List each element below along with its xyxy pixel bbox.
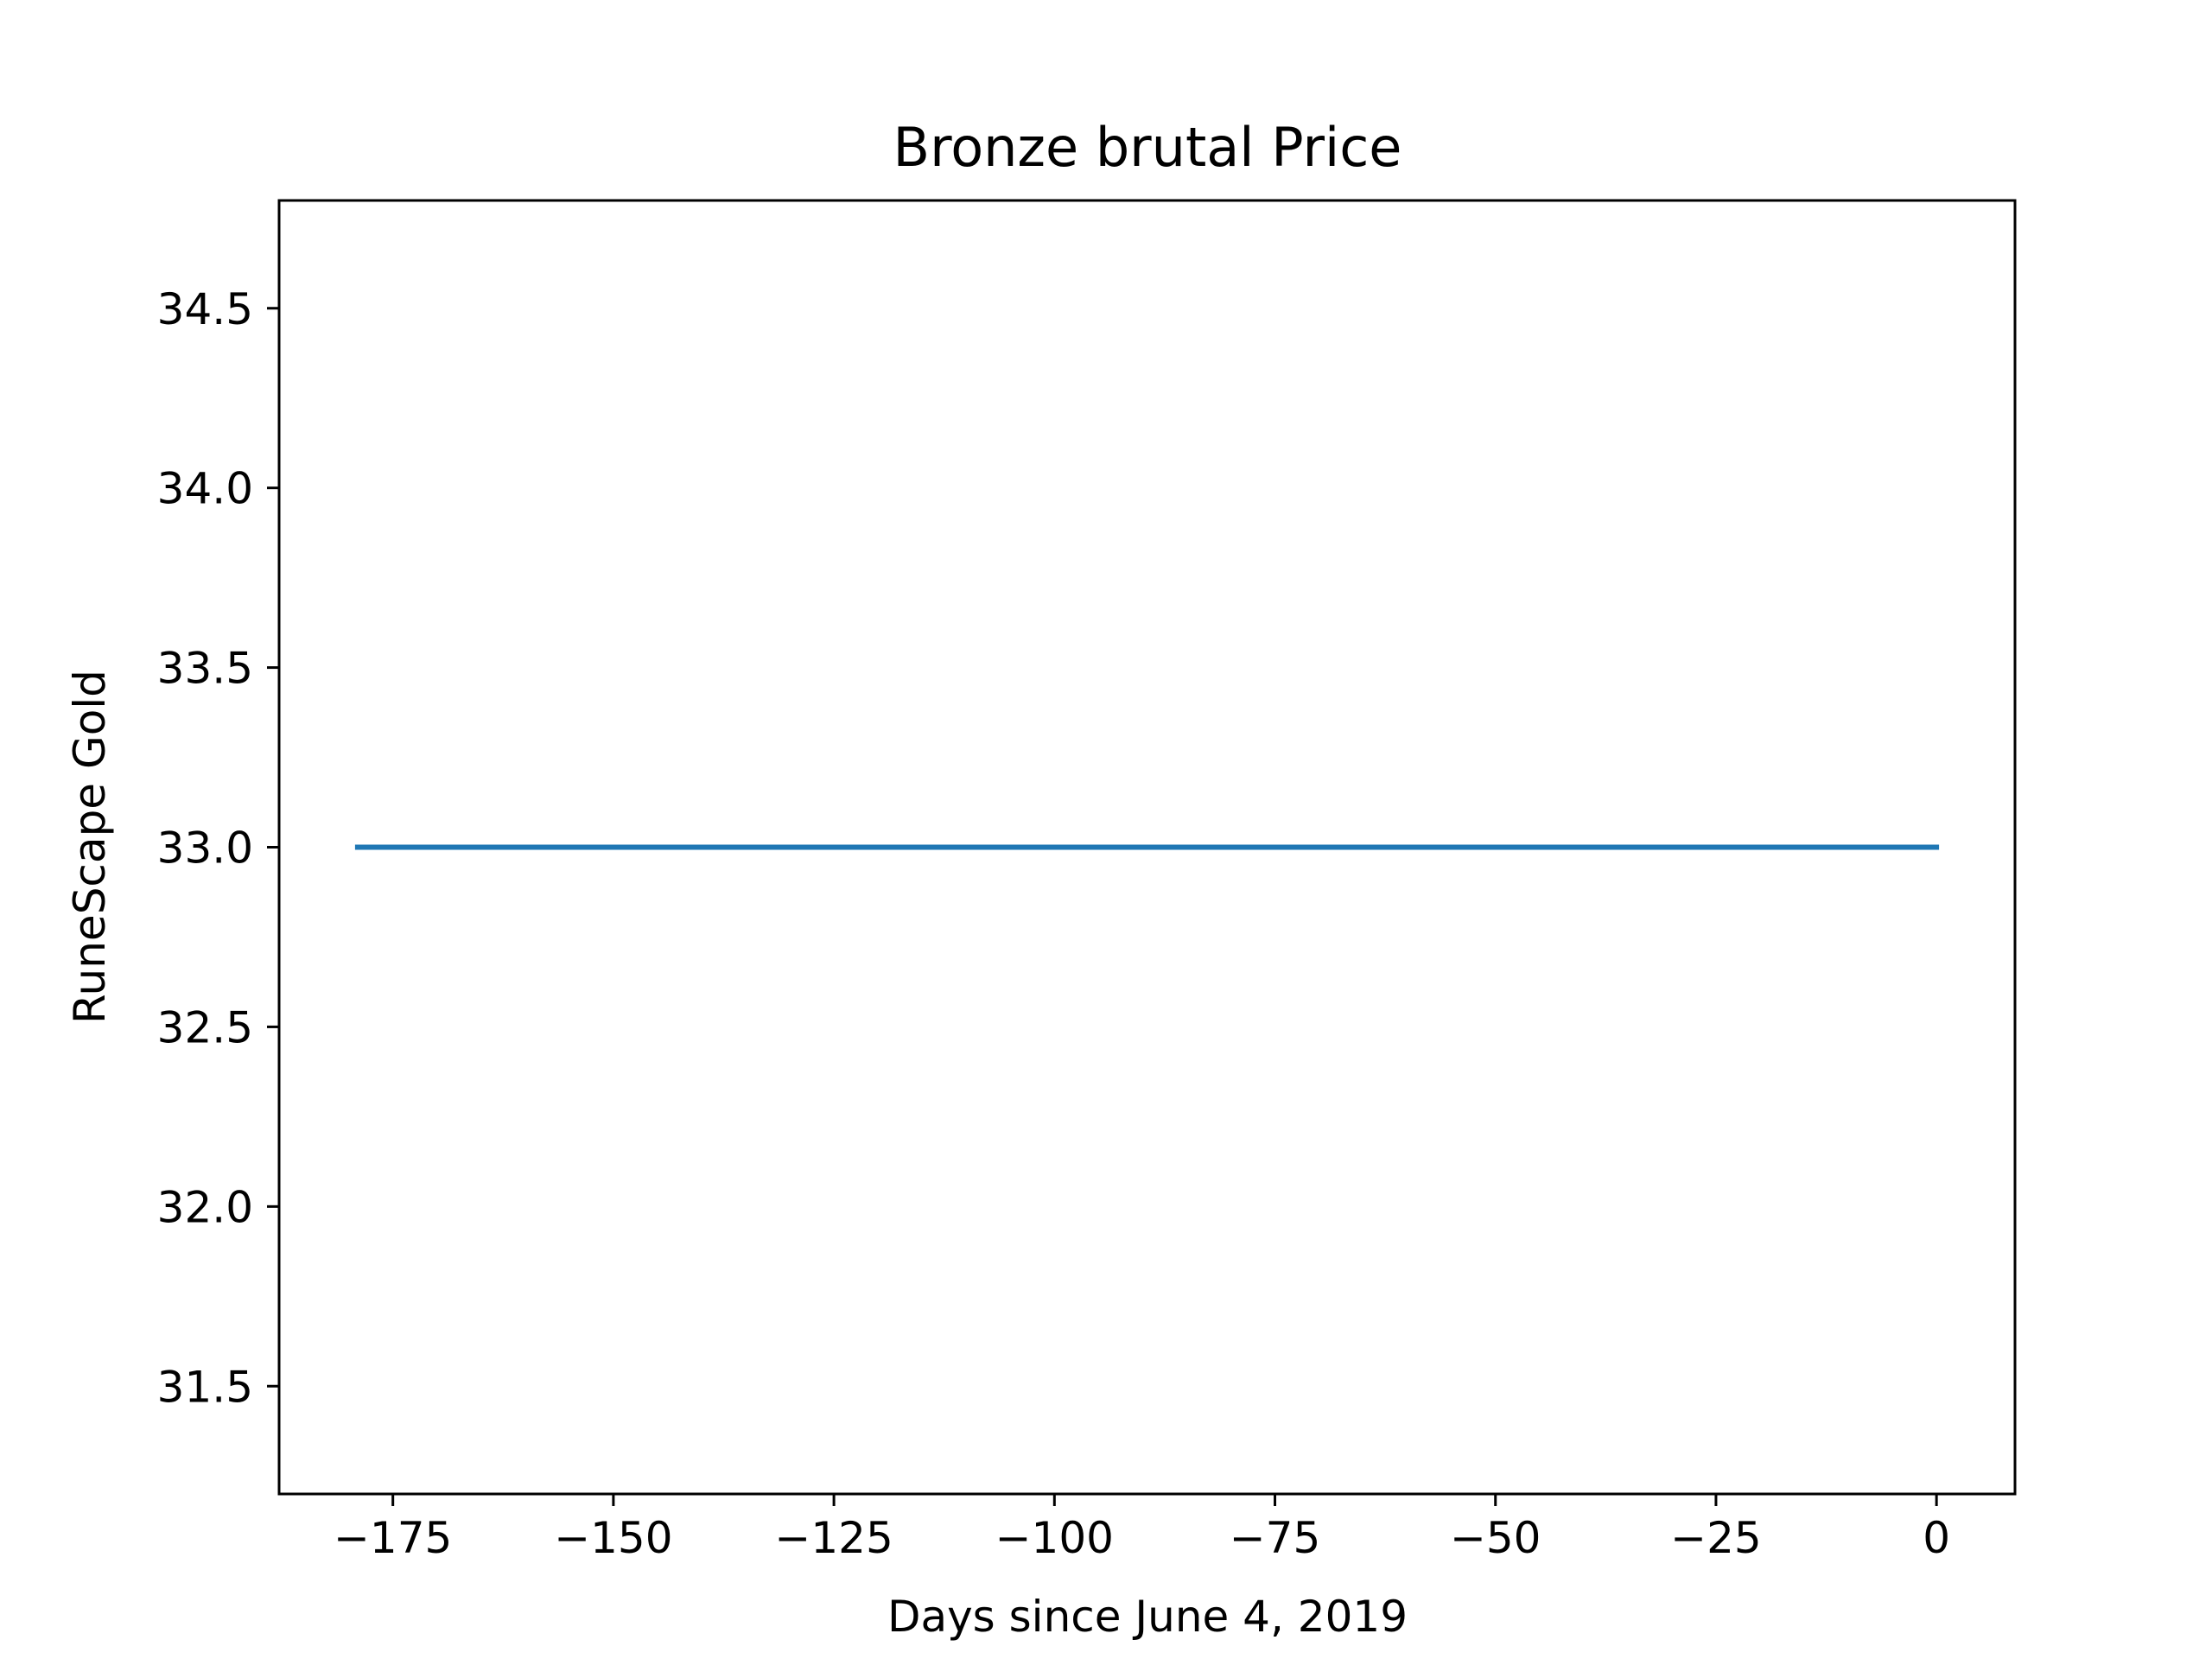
x-axis-ticks: −175 −150 −125 −100 −75 −50 −25 0 [334, 1494, 1950, 1563]
x-tick-label: 0 [1923, 1513, 1950, 1563]
x-tick-label: −50 [1450, 1513, 1541, 1563]
y-tick-label: 32.5 [157, 1002, 253, 1052]
x-tick-label: −25 [1670, 1513, 1762, 1563]
y-tick-label: 33.0 [157, 823, 253, 874]
x-axis-label: Days since June 4, 2019 [887, 1592, 1408, 1642]
x-tick-label: −125 [774, 1513, 893, 1563]
chart-title: Bronze brutal Price [893, 116, 1402, 179]
x-tick-label: −75 [1230, 1513, 1321, 1563]
x-tick-label: −150 [554, 1513, 672, 1563]
y-tick-label: 32.0 [157, 1182, 253, 1232]
y-tick-label: 34.5 [157, 284, 253, 334]
y-axis-label: RuneScape Gold [65, 670, 115, 1024]
y-tick-label: 34.0 [157, 464, 253, 514]
y-axis-ticks: 31.5 32.0 32.5 33.0 33.5 34.0 34.5 [157, 284, 279, 1412]
y-tick-label: 31.5 [157, 1362, 253, 1412]
y-tick-label: 33.5 [157, 644, 253, 694]
x-tick-label: −175 [334, 1513, 452, 1563]
x-tick-label: −100 [995, 1513, 1114, 1563]
